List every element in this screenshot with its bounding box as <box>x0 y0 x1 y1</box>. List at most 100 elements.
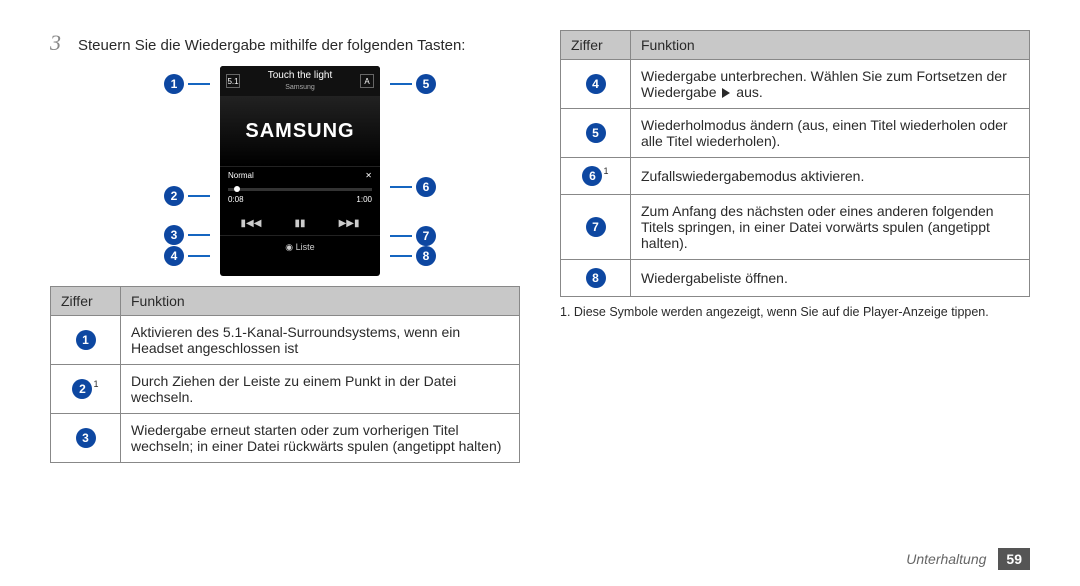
footnote-marker: 1 <box>93 379 98 389</box>
prev-icon: ▮◀◀ <box>241 218 262 229</box>
callout-num-icon: 2 <box>164 186 184 206</box>
time-total: 1:00 <box>356 195 372 204</box>
pause-icon: ▮▮ <box>294 218 305 229</box>
number-circle-icon: 8 <box>586 268 606 288</box>
table-cell-ziffer: 21 <box>51 365 121 414</box>
phone-album-art: SAMSUNG <box>220 96 380 166</box>
number-circle-icon: 3 <box>76 428 96 448</box>
table-cell-funktion: Wiederholmodus ändern (aus, einen Titel … <box>631 109 1030 158</box>
callout-line <box>188 195 210 197</box>
callout-3: 3 <box>164 225 210 245</box>
callout-line <box>188 83 210 85</box>
table-header-ziffer: Ziffer <box>51 287 121 316</box>
function-table-right: Ziffer Funktion 4 Wiedergabe unterbrechen… <box>560 30 1030 297</box>
list-icon: ◉ <box>285 242 293 252</box>
footer-section-title: Unterhaltung <box>906 551 986 567</box>
step-number: 3 <box>50 30 68 56</box>
time-elapsed: 0:08 <box>228 195 244 204</box>
table-row: 5 Wiederholmodus ändern (aus, einen Titel… <box>561 109 1030 158</box>
function-table-left: Ziffer Funktion 1 Aktivieren des 5.1-Kana… <box>50 286 520 463</box>
table-row: 4 Wiedergabe unterbrechen. Wählen Sie zum… <box>561 60 1030 109</box>
list-label: Liste <box>296 242 315 252</box>
table-row: 1 Aktivieren des 5.1-Kanal-Surroundsystem… <box>51 316 520 365</box>
number-circle-icon: 6 <box>582 166 602 186</box>
callout-num-icon: 4 <box>164 246 184 266</box>
table-cell-funktion: Wiedergabe unterbrechen. Wählen Sie zum … <box>631 60 1030 109</box>
callout-num-icon: 8 <box>416 246 436 266</box>
callout-num-icon: 3 <box>164 225 184 245</box>
callout-7: 7 <box>390 226 436 246</box>
surround-icon: 5.1 <box>226 74 240 88</box>
table-row: 21Durch Ziehen der Leiste zu einem Punkt… <box>51 365 520 414</box>
number-circle-icon: 4 <box>586 74 606 94</box>
table-cell-funktion: Aktivieren des 5.1-Kanal-Surroundsystems… <box>121 316 520 365</box>
table-cell-ziffer: 7 <box>561 195 631 260</box>
callout-line <box>390 186 412 188</box>
number-circle-icon: 1 <box>76 330 96 350</box>
footnote-marker: 1 <box>603 166 608 176</box>
number-circle-icon: 5 <box>586 123 606 143</box>
table-header-funktion: Funktion <box>121 287 520 316</box>
right-column: Ziffer Funktion 4 Wiedergabe unterbrechen… <box>560 30 1030 463</box>
callout-num-icon: 7 <box>416 226 436 246</box>
repeat-icon: A <box>360 74 374 88</box>
track-artist-text: Samsung <box>285 84 315 91</box>
table-row: 3 Wiedergabe erneut starten oder zum vorh… <box>51 414 520 463</box>
table-header-row: Ziffer Funktion <box>561 31 1030 60</box>
table-row: 7 Zum Anfang des nächsten oder eines ande… <box>561 195 1030 260</box>
table-header-row: Ziffer Funktion <box>51 287 520 316</box>
table-header-ziffer: Ziffer <box>561 31 631 60</box>
callout-2: 2 <box>164 186 210 206</box>
number-circle-icon: 7 <box>586 217 606 237</box>
phone-illustration: 1 2 3 4 <box>80 66 520 276</box>
progress-bar <box>228 188 372 191</box>
table-cell-ziffer: 61 <box>561 158 631 195</box>
callout-num-icon: 6 <box>416 177 436 197</box>
page-footer: Unterhaltung 59 <box>906 548 1030 570</box>
next-icon: ▶▶▮ <box>339 218 360 229</box>
play-icon <box>722 88 730 98</box>
table-cell-funktion: Wiedergabe erneut starten oder zum vorhe… <box>121 414 520 463</box>
progress-times: 0:08 1:00 <box>228 195 372 204</box>
callouts-right: 5 6 7 8 <box>390 66 436 276</box>
table-header-funktion: Funktion <box>631 31 1030 60</box>
callout-line <box>390 83 412 85</box>
phone-mode-row: Normal ✕ <box>220 166 380 184</box>
table-cell-ziffer: 4 <box>561 60 631 109</box>
step-text: Steuern Sie die Wiedergabe mithilfe der … <box>78 37 465 54</box>
callout-line <box>188 255 210 257</box>
left-column: 3 Steuern Sie die Wiedergabe mithilfe de… <box>50 30 520 463</box>
callout-6: 6 <box>390 177 436 197</box>
step-line: 3 Steuern Sie die Wiedergabe mithilfe de… <box>50 30 520 56</box>
callout-num-icon: 1 <box>164 74 184 94</box>
phone-track-title: Touch the light Samsung <box>268 70 333 92</box>
callout-num-icon: 5 <box>416 74 436 94</box>
callout-4: 4 <box>164 246 210 266</box>
table-row: 8 Wiedergabeliste öffnen. <box>561 260 1030 297</box>
table-cell-funktion: Zum Anfang des nächsten oder eines ander… <box>631 195 1030 260</box>
table-cell-ziffer: 8 <box>561 260 631 297</box>
callout-5: 5 <box>390 74 436 94</box>
table-cell-ziffer: 3 <box>51 414 121 463</box>
phone-mockup: 5.1 Touch the light Samsung A SAMSUNG No… <box>220 66 380 276</box>
callout-line <box>390 255 412 257</box>
callout-line <box>390 235 412 237</box>
eq-mode-label: Normal <box>228 171 254 180</box>
callouts-left: 1 2 3 4 <box>164 66 210 276</box>
phone-top-bar: 5.1 Touch the light Samsung A <box>220 66 380 96</box>
table-cell-funktion: Wiedergabeliste öffnen. <box>631 260 1030 297</box>
footer-page-number: 59 <box>998 548 1030 570</box>
table-cell-funktion: Durch Ziehen der Leiste zu einem Punkt i… <box>121 365 520 414</box>
table-cell-funktion: Zufallswiedergabemodus aktivieren. <box>631 158 1030 195</box>
callout-line <box>188 234 210 236</box>
footnote: 1. Diese Symbole werden angezeigt, wenn … <box>560 305 1030 319</box>
phone-controls: ▮◀◀ ▮▮ ▶▶▮ <box>220 212 380 235</box>
table-cell-ziffer: 5 <box>561 109 631 158</box>
page-container: 3 Steuern Sie die Wiedergabe mithilfe de… <box>0 0 1080 473</box>
callout-1: 1 <box>164 74 210 94</box>
shuffle-icon: ✕ <box>365 171 372 180</box>
track-title-text: Touch the light <box>268 70 333 81</box>
table-cell-ziffer: 1 <box>51 316 121 365</box>
phone-bottom-bar: ◉ Liste <box>220 235 380 259</box>
phone-progress: 0:08 1:00 <box>220 184 380 212</box>
